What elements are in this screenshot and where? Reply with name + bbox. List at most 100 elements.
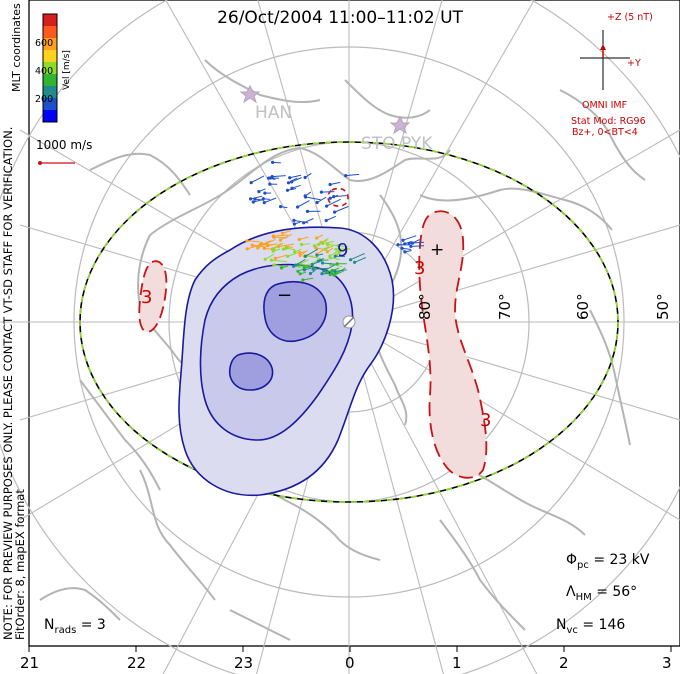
velocity-colorbar bbox=[42, 13, 58, 123]
imf-source-label: OMNI IMF bbox=[582, 100, 628, 111]
vector-origin bbox=[396, 243, 400, 247]
positive-contour-label-lower: 3 bbox=[480, 410, 492, 431]
vector-line bbox=[402, 235, 417, 241]
vector-line bbox=[329, 181, 341, 185]
vector-line bbox=[289, 174, 302, 179]
vector-line bbox=[330, 257, 340, 260]
colorbar-swatch bbox=[43, 62, 57, 74]
vector-line bbox=[350, 253, 365, 261]
colorbar-swatch bbox=[43, 98, 57, 110]
mlt-tick-22: 22 bbox=[127, 654, 147, 672]
vector-origin bbox=[251, 200, 255, 204]
vector-line bbox=[280, 206, 288, 209]
nrads-subscript: rads bbox=[54, 624, 77, 636]
lat-label-80: 80° bbox=[416, 293, 434, 320]
vector-line bbox=[272, 161, 281, 164]
vector-line bbox=[316, 253, 324, 256]
vector-line bbox=[254, 198, 265, 201]
vector-line bbox=[302, 277, 314, 281]
vector-line bbox=[404, 240, 412, 245]
imf-condition-label: Bz+, 0<BT<4 bbox=[572, 127, 638, 138]
vector-line bbox=[330, 264, 343, 268]
hm-boundary-latitude: ΛHM = 56° bbox=[566, 584, 637, 603]
colorbar-tick-400: 400 bbox=[35, 66, 54, 77]
vector-line bbox=[258, 188, 266, 193]
vector-line bbox=[281, 265, 289, 269]
mlt-tick-3: 3 bbox=[662, 654, 672, 672]
mlt-tick-2: 2 bbox=[559, 654, 569, 672]
vector-line bbox=[325, 245, 334, 250]
nvc-value: = 146 bbox=[582, 617, 626, 633]
vector-line bbox=[294, 248, 302, 253]
mlt-axis-ticks bbox=[28, 646, 672, 652]
lambda-subscript: HM bbox=[575, 591, 592, 603]
vector-line bbox=[268, 177, 276, 180]
vector-line bbox=[326, 198, 341, 207]
vector-line bbox=[304, 172, 312, 178]
vector-line bbox=[401, 247, 412, 250]
phi-subscript: pc bbox=[577, 559, 589, 571]
colorbar-swatch bbox=[43, 38, 57, 50]
vector-line bbox=[316, 245, 330, 255]
vector-line bbox=[318, 257, 325, 262]
vector-origin bbox=[400, 246, 404, 250]
negative-potential-cell bbox=[178, 226, 395, 497]
imf-clock-dial bbox=[580, 30, 630, 90]
vector-origin bbox=[250, 243, 254, 247]
vector-line bbox=[294, 221, 301, 225]
station-sto-label: STO bbox=[361, 134, 396, 154]
mlt-tick-0: 0 bbox=[345, 654, 355, 672]
colorbar-swatch bbox=[43, 86, 57, 98]
station-pyk-label: PYK bbox=[401, 134, 433, 154]
vector-line bbox=[412, 238, 421, 244]
vector-line bbox=[267, 243, 278, 247]
vector-line bbox=[273, 242, 284, 250]
station-markers bbox=[239, 84, 411, 135]
vector-line bbox=[329, 249, 341, 257]
vector-line bbox=[310, 269, 316, 274]
vector-line bbox=[287, 188, 297, 191]
vector-line bbox=[333, 267, 346, 276]
vector-line bbox=[293, 219, 309, 224]
nrads-value: = 3 bbox=[80, 617, 106, 633]
colorbar-tick-600: 600 bbox=[35, 38, 54, 49]
positive-contour-label-left: 3 bbox=[141, 287, 153, 308]
reference-vector-label: 1000 m/s bbox=[36, 138, 93, 152]
reference-vector bbox=[38, 161, 75, 165]
station-han-label: HAN bbox=[255, 103, 293, 123]
lat-label-70: 70° bbox=[496, 293, 514, 320]
vector-line bbox=[322, 241, 334, 244]
vector-line bbox=[334, 205, 349, 213]
vector-line bbox=[325, 215, 337, 221]
lat-label-60: 60° bbox=[574, 293, 592, 320]
vector-origin bbox=[284, 246, 288, 250]
vector-line bbox=[286, 247, 296, 251]
vector-line bbox=[293, 258, 306, 267]
plot-frame bbox=[28, 0, 680, 647]
vector-line bbox=[316, 234, 324, 239]
vector-line bbox=[257, 240, 272, 249]
vector-line bbox=[291, 177, 302, 183]
vector-line bbox=[327, 247, 334, 253]
vector-line bbox=[334, 270, 344, 276]
vector-line bbox=[264, 197, 277, 204]
vector-line bbox=[330, 194, 339, 199]
vector-line bbox=[323, 264, 335, 272]
vector-line bbox=[334, 269, 347, 272]
nrads-symbol: N bbox=[44, 617, 55, 633]
vector-line bbox=[316, 196, 327, 203]
vector-line bbox=[318, 237, 329, 245]
negative-extremum-marker: − bbox=[277, 285, 293, 306]
positive-extremum-marker: + bbox=[430, 240, 445, 260]
vector-line bbox=[263, 198, 271, 200]
positive-contour-label-upper: 3 bbox=[414, 258, 426, 279]
radar-count: Nrads = 3 bbox=[44, 617, 106, 636]
vector-line bbox=[271, 259, 287, 263]
vector-line bbox=[338, 245, 348, 248]
colorbar-swatch bbox=[43, 14, 57, 26]
vector-line bbox=[273, 234, 289, 237]
vector-line bbox=[345, 173, 360, 177]
colorbar-swatch bbox=[43, 26, 57, 38]
imf-plus-y-label: +Y bbox=[627, 58, 641, 69]
